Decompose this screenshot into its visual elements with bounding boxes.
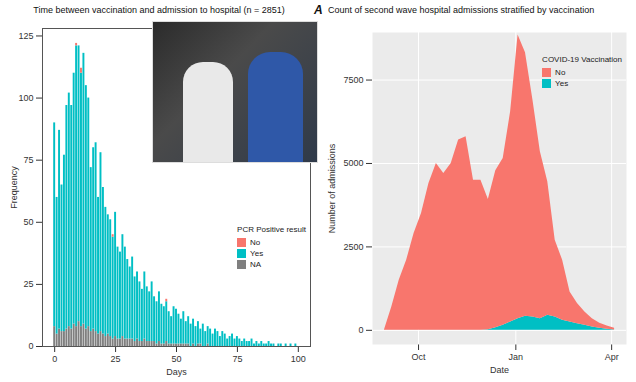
svg-text:Oct: Oct bbox=[412, 352, 427, 362]
svg-text:0: 0 bbox=[28, 341, 33, 351]
svg-text:Apr: Apr bbox=[605, 352, 619, 362]
html-text:NA: NA bbox=[250, 260, 262, 269]
svg-text:7500: 7500 bbox=[343, 75, 363, 85]
svg-text:125: 125 bbox=[18, 31, 33, 41]
svg-text:Frequency: Frequency bbox=[9, 166, 19, 209]
svg-text:2500: 2500 bbox=[343, 242, 363, 252]
html-text:Time between vaccination and a: Time between vaccination and admission t… bbox=[33, 5, 285, 15]
svg-text:50: 50 bbox=[23, 217, 33, 227]
svg-text:Number of admissions: Number of admissions bbox=[327, 143, 337, 233]
html-text:No: No bbox=[555, 68, 566, 77]
svg-text:Jan: Jan bbox=[509, 352, 524, 362]
svg-text:Days: Days bbox=[166, 367, 187, 377]
html-text:Count of second wave hospital: Count of second wave hospital admissions… bbox=[328, 5, 595, 15]
svg-text:50: 50 bbox=[171, 354, 181, 364]
svg-text:25: 25 bbox=[111, 354, 121, 364]
html-text:Yes: Yes bbox=[555, 79, 569, 88]
svg-text:75: 75 bbox=[232, 354, 242, 364]
svg-text:100: 100 bbox=[18, 93, 33, 103]
svg-text:25: 25 bbox=[23, 279, 33, 289]
svg-text:Date: Date bbox=[490, 365, 509, 375]
svg-text:0: 0 bbox=[358, 325, 363, 335]
svg-text:100: 100 bbox=[291, 354, 306, 364]
html-text:PCR Positive result: PCR Positive result bbox=[237, 225, 306, 234]
svg-text:0: 0 bbox=[52, 354, 57, 364]
html-text:COVID-19 Vaccination: COVID-19 Vaccination bbox=[542, 55, 622, 64]
html-text:No: No bbox=[250, 238, 261, 247]
html-text:Yes: Yes bbox=[250, 249, 264, 258]
html-text:A: A bbox=[314, 3, 323, 17]
svg-text:75: 75 bbox=[23, 155, 33, 165]
svg-text:5000: 5000 bbox=[343, 158, 363, 168]
